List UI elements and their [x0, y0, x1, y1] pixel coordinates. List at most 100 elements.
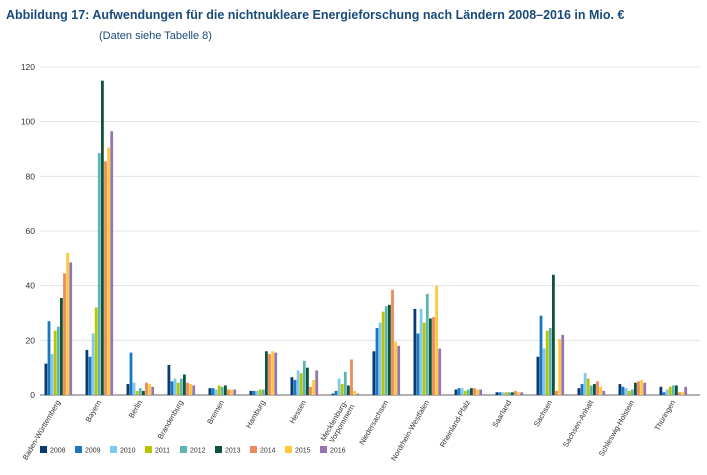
bar	[353, 390, 356, 395]
legend-swatch	[180, 446, 187, 453]
x-tick-label: Niedersachsen	[357, 399, 390, 447]
bar	[97, 153, 101, 395]
legend-swatch	[320, 446, 327, 453]
bar	[495, 392, 499, 395]
x-tick-label-line: Hamburg	[244, 399, 267, 430]
bar	[438, 348, 442, 395]
bar	[50, 354, 54, 395]
bar	[230, 389, 233, 395]
bar	[548, 328, 552, 395]
x-tick-label-line: Thüringen	[653, 399, 678, 433]
y-tick-label: 120	[21, 62, 35, 72]
x-tick-label: Mecklenburg-Vorpommern	[319, 398, 357, 447]
bar	[44, 363, 48, 395]
legend-swatch	[145, 446, 152, 453]
bar	[220, 386, 224, 395]
bar	[309, 386, 312, 395]
bar	[388, 304, 391, 395]
x-tick-label: Bayern	[84, 399, 104, 424]
x-tick-label: Hessen	[288, 399, 309, 426]
legend-swatch	[110, 446, 117, 453]
bar	[630, 389, 634, 395]
chart-subtitle: (Daten siehe Tabelle 8)	[99, 30, 212, 42]
bar	[397, 345, 401, 395]
bar	[110, 131, 114, 396]
bar	[466, 389, 470, 395]
y-tick-label: 100	[21, 117, 35, 127]
bar	[211, 388, 215, 395]
bar	[381, 311, 385, 395]
bar	[69, 262, 73, 395]
bar	[394, 341, 397, 395]
bar	[299, 373, 303, 395]
bar	[302, 360, 306, 395]
bar	[179, 378, 183, 395]
bar	[104, 161, 107, 395]
bar	[107, 147, 110, 395]
bar	[101, 80, 104, 396]
bar	[138, 388, 142, 395]
x-tick-label: Nordrhein-Westfalen	[389, 399, 431, 463]
bar	[504, 392, 508, 395]
x-tick-label-line: Bremen	[205, 399, 226, 426]
bar	[536, 356, 540, 395]
bar	[340, 384, 344, 395]
bar	[293, 379, 297, 395]
bar	[643, 382, 647, 395]
bar	[145, 382, 148, 395]
legend-swatch	[250, 446, 257, 453]
bar	[511, 392, 514, 395]
bar	[580, 384, 584, 395]
bar	[470, 388, 473, 395]
legend-label: 2008	[50, 448, 66, 455]
bar	[372, 351, 376, 395]
bar	[479, 389, 483, 395]
bar	[432, 317, 435, 395]
bar	[135, 390, 139, 395]
bar	[473, 388, 476, 395]
bar	[271, 351, 274, 395]
bar	[517, 392, 520, 395]
x-tick-label-line: Hessen	[288, 399, 309, 426]
bar	[583, 373, 587, 395]
x-tick-label: Bremen	[205, 399, 226, 426]
y-tick-label: 80	[26, 171, 36, 181]
bar	[577, 388, 581, 395]
legend-swatch	[40, 446, 47, 453]
y-axis-ticks: 0 20 40 60 80 100 120	[21, 62, 35, 400]
bar	[356, 393, 360, 395]
bar	[334, 390, 338, 395]
bar	[249, 390, 253, 395]
bar	[662, 392, 666, 395]
y-tick-label: 0	[30, 390, 35, 400]
x-tick-label-line: Brandenburg	[156, 399, 185, 441]
bar	[66, 252, 69, 395]
bar	[129, 352, 133, 395]
bar	[429, 318, 432, 395]
bar	[476, 389, 479, 395]
bar	[53, 330, 57, 395]
bar	[419, 308, 423, 395]
bar	[586, 378, 590, 395]
bar	[227, 389, 230, 395]
legend-label: 2014	[260, 448, 276, 455]
x-tick-label-line: Schleswig-Holstein	[597, 399, 636, 458]
x-tick-label: Brandenburg	[156, 399, 185, 441]
bar	[618, 384, 622, 395]
legend-label: 2010	[120, 448, 136, 455]
x-tick-label: Berlin	[127, 399, 144, 420]
bar	[627, 390, 631, 395]
chart-title: Abbildung 17: Aufwendungen für die nicht…	[6, 8, 625, 22]
bar	[454, 389, 458, 395]
y-tick-label: 40	[26, 281, 36, 291]
bar	[435, 285, 438, 395]
y-tick-label: 60	[26, 226, 36, 236]
x-tick-label: Hamburg	[244, 399, 267, 430]
legend-swatch	[285, 446, 292, 453]
bar	[88, 356, 92, 395]
bar	[637, 381, 640, 395]
bar	[413, 308, 417, 395]
bar	[56, 326, 60, 395]
bar	[596, 381, 599, 395]
bar	[252, 390, 256, 395]
